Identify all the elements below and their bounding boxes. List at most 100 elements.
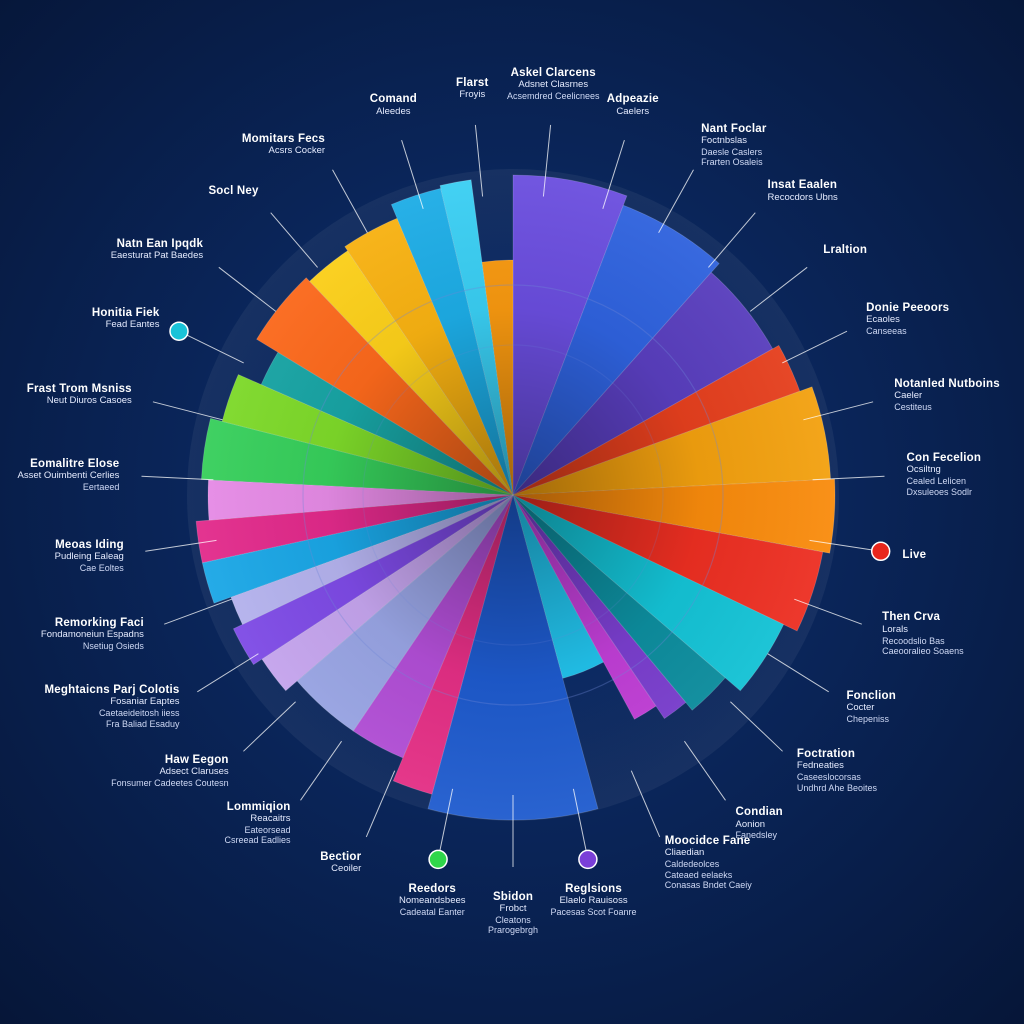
label-subtitle: Nomeandsbees (398, 895, 466, 907)
slice-label-29: Momitars Fecs Acsrs Cocker (242, 133, 325, 157)
label-title: Bectior (320, 850, 362, 863)
label-title: Notanled Nutboins (894, 377, 1000, 390)
slice-label-1: Askel Clarcens Adsnet Clasrnes Acsemdred C… (507, 67, 600, 101)
label-subtitle: Conasas Bndet Caeiy (664, 879, 752, 890)
label-title: Live (902, 549, 927, 562)
label-subtitle: Fanedsley (735, 830, 778, 841)
slice-label-13: Condian Aonion Fanedsley (736, 806, 783, 840)
leader-line-2 (602, 139, 625, 209)
label-title: Frast Trom Msniss (26, 382, 132, 395)
leader-line-6 (782, 330, 848, 364)
leader-line-17 (437, 788, 454, 860)
label-subtitle: Cleatons (495, 915, 531, 926)
label-subtitle: Acsemdred Ceelicnees (506, 91, 600, 102)
label-title: Meghtaicns Parj Colotis (44, 684, 180, 697)
label-subtitle: Fosaniar Eaptes (110, 696, 180, 708)
label-subtitle: Froyis (459, 89, 486, 101)
label-title: Then Crva (882, 611, 941, 624)
slice-label-5: Lraltion (823, 244, 867, 257)
label-title: Con Fecelion (906, 452, 982, 465)
leader-line-24 (141, 475, 214, 481)
label-subtitle: Adsnet Clasrnes (518, 79, 589, 91)
leader-line-7 (803, 401, 874, 421)
leader-line-31 (474, 124, 484, 197)
slice-label-23: Meoas Iding Pudleing Ealeag Cae Eoltes (55, 539, 124, 573)
leader-line-29 (332, 169, 368, 233)
label-subtitle: Canseeas (866, 325, 907, 336)
slice-label-16: Sbidon Frobct Cleatons Prarogebrgh (488, 891, 538, 936)
label-title: Flarst (456, 77, 489, 90)
leader-line-26 (178, 330, 244, 364)
slice-label-6: Donie Peeoors Ecaoles Canseeas (866, 302, 949, 336)
label-subtitle: Ocsiltng (906, 464, 941, 476)
leader-line-22 (164, 598, 232, 625)
label-subtitle: Fra Baliad Esaduy (105, 718, 180, 729)
slice-label-27: Natn Ean Ipqdk Eaesturat Pat Baedes (111, 238, 203, 262)
leader-line-9 (809, 539, 881, 552)
label-subtitle: Elaelo Rauisoss (559, 895, 628, 907)
slice-label-21: Meghtaicns Parj Colotis Fosaniar Eaptes Ca… (45, 684, 180, 729)
slice-label-20: Haw Eegon Adsect Claruses Fonsumer Cadeete… (111, 754, 229, 788)
label-title: Lommiqion (226, 800, 291, 813)
leader-line-15 (572, 788, 589, 860)
leader-line-28 (270, 212, 318, 268)
slice-label-25: Frast Trom Msniss Neut Diuros Casoes (27, 383, 132, 407)
marker-dot-1 (169, 321, 189, 341)
marker-dot-3 (578, 849, 598, 870)
label-subtitle: Acsrs Cocker (268, 145, 326, 157)
label-title: Comand (369, 93, 417, 106)
inner-ring-2 (362, 344, 664, 646)
leader-line-27 (218, 266, 277, 312)
label-title: Eomalitre Elose (30, 457, 120, 470)
slice-label-30: Comand Aleedes (370, 93, 417, 117)
label-subtitle: Neut Diuros Casoes (46, 394, 132, 406)
leader-line-5 (749, 266, 808, 312)
leader-line-30 (401, 139, 424, 209)
label-title: Lraltion (823, 243, 868, 256)
leader-line-14 (630, 770, 661, 838)
label-title: Honitia Fiek (91, 306, 160, 319)
slice-label-19: Lommiqion Reacaitrs Eateorsead Csreead Eadl… (224, 801, 290, 846)
label-subtitle: Caldedeolces (664, 859, 720, 870)
slice-label-10: Then Crva Lorals Recoodslio Bas Caeooralieo… (882, 611, 964, 656)
slice-label-7: Notanled Nutboins Caeler Cestiteus (894, 378, 1000, 412)
leader-line-11 (767, 653, 829, 693)
label-title: Meoas Iding (55, 538, 124, 551)
label-title: Natn Ean Ipqdk (116, 238, 204, 251)
label-subtitle: Reacaitrs (250, 813, 291, 825)
slice-label-2: Adpeazie Caelers (607, 93, 659, 117)
label-subtitle: Chepeniss (846, 713, 889, 724)
label-subtitle: Aleedes (376, 105, 411, 117)
leader-line-1 (542, 124, 552, 197)
label-subtitle: Eateorsead (244, 824, 291, 835)
label-subtitle: Frobct (499, 903, 527, 915)
leader-line-3 (658, 169, 694, 233)
label-subtitle: Cliaedian (664, 847, 705, 859)
label-title: Reedors (408, 882, 456, 895)
label-subtitle: Nsetiug Osieds (82, 641, 144, 652)
label-title: Momitars Fecs (241, 133, 326, 146)
label-subtitle: Cealed Lelicen (906, 476, 967, 487)
slice-label-28: Socl Ney (208, 185, 258, 198)
label-subtitle: Asset Ouimbenti Cerlies (17, 469, 120, 481)
leader-line-12 (730, 701, 783, 752)
leader-line-25 (152, 401, 223, 421)
label-subtitle: Cestiteus (894, 401, 932, 412)
label-subtitle: Ecaoles (866, 314, 900, 326)
slice-label-17: Reedors Nomeandsbees Cadeatal Eanter (399, 883, 466, 917)
label-subtitle: Foctnbslas (701, 134, 748, 146)
slice-label-26: Honitia Fiek Fead Eantes (92, 307, 160, 331)
label-subtitle: Recocdors Ubns (767, 191, 838, 203)
label-subtitle: Eertaeed (82, 481, 120, 492)
slice-label-3: Nant Foclar Foctnbslas Daesle Caslers Frart… (701, 123, 766, 168)
label-subtitle: Caeler (894, 389, 923, 401)
label-subtitle: Fondamoneiun Espadns (40, 629, 144, 641)
label-title: Socl Ney (208, 184, 259, 197)
label-subtitle: Pacesas Scot Foanre (550, 906, 637, 917)
slice-label-11: Fonclion Cocter Chepeniss (846, 690, 896, 724)
label-subtitle: Lorals (882, 623, 908, 635)
slice-label-15: Reglsions Elaelo Rauisoss Pacesas Scot Foa… (551, 883, 637, 917)
slice-label-22: Remorking Faci Fondamoneiun Espadns Nsetiu… (41, 617, 144, 651)
slice-label-4: Insat Eaalen Recocdors Ubns (768, 179, 838, 203)
